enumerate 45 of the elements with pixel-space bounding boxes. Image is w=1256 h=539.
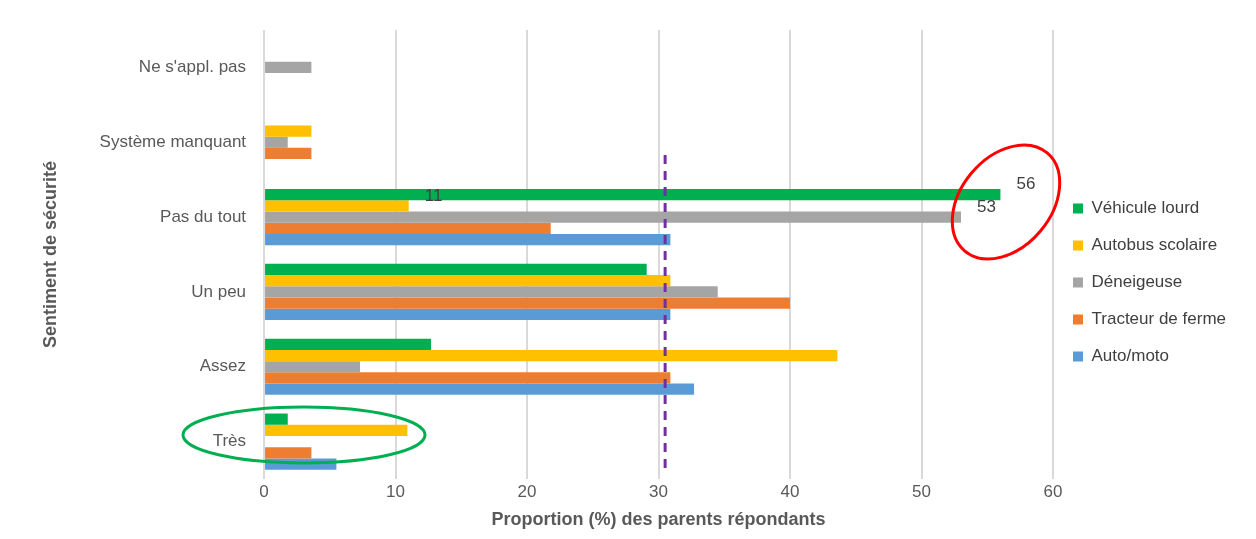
legend-label: Auto/moto (1091, 346, 1170, 366)
y-tick-label: Pas du tout (160, 206, 247, 226)
bar (265, 222, 551, 234)
x-tick-label: 60 (1043, 481, 1063, 501)
legend-label: Déneigeuse (1091, 272, 1183, 292)
legend-label: Autobus scolaire (1091, 235, 1218, 255)
x-axis-title: Proportion (%) des parents répondants (491, 509, 826, 530)
y-tick-label: Un peu (191, 281, 247, 301)
bar (265, 447, 312, 459)
x-tick-label: 30 (649, 481, 669, 501)
x-tick-label: 0 (259, 481, 269, 501)
bar (265, 286, 718, 298)
bar (265, 308, 671, 320)
data-label: 11 (424, 185, 443, 205)
bar (265, 372, 671, 384)
y-tick-label: Ne s'appl. pas (138, 57, 247, 77)
bar (265, 383, 695, 395)
x-tick-label: 20 (517, 481, 537, 501)
bar (265, 211, 961, 223)
bar (265, 136, 288, 148)
data-label: 56 (1016, 174, 1036, 194)
bar (265, 338, 432, 350)
data-label: 53 (976, 196, 996, 216)
bar (265, 413, 288, 425)
bar (265, 275, 671, 287)
bar (265, 61, 312, 74)
bar (265, 424, 408, 436)
bar (265, 263, 647, 276)
bar (265, 147, 312, 160)
x-tick-label: 10 (386, 481, 406, 501)
y-tick-label: Assez (199, 356, 247, 376)
bar (265, 200, 409, 212)
y-tick-label: Très (212, 431, 247, 451)
legend-label: Tracteur de ferme (1091, 309, 1227, 329)
y-tick-label: Système manquant (99, 131, 247, 151)
bar (265, 361, 361, 373)
bar (265, 125, 312, 137)
bar (265, 297, 791, 309)
y-axis-title: Sentiment de sécurité (39, 160, 60, 349)
x-tick-label: 50 (912, 481, 931, 501)
x-tick-label: 40 (780, 481, 800, 501)
legend-label: Véhicule lourd (1091, 198, 1200, 218)
bar (265, 189, 1001, 201)
bar (265, 233, 671, 246)
bar (265, 349, 838, 362)
